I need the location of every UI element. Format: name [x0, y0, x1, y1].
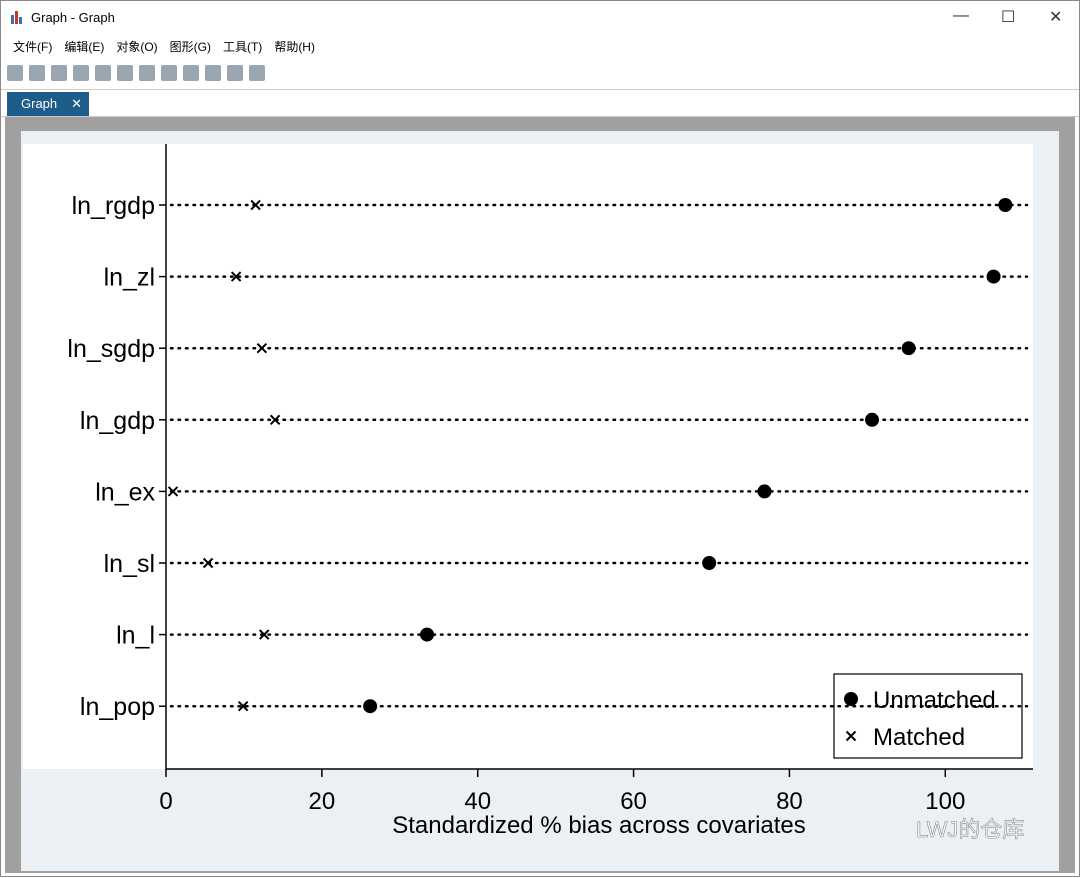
point [865, 412, 880, 427]
plot-region [23, 144, 1033, 769]
tab[interactable]: Graph ✕ [7, 92, 89, 116]
tab-label: Graph [21, 96, 58, 111]
point [986, 269, 1001, 284]
point [230, 271, 242, 282]
y-tick-label: ln_zl [104, 264, 155, 292]
point [998, 198, 1013, 212]
watermark: LWJ的仓库 [916, 817, 1024, 842]
maximize[interactable]: ☐ [1001, 9, 1016, 26]
tool[interactable] [205, 65, 221, 81]
legend-marker [845, 730, 857, 742]
y-tick-label: ln_ex [95, 478, 155, 506]
minimize[interactable]: — [953, 7, 969, 24]
tool[interactable] [29, 65, 45, 81]
close[interactable]: ✕ [1049, 9, 1063, 26]
legend-marker [844, 692, 858, 706]
y-tick-label: ln_rgdp [72, 192, 155, 220]
point [363, 699, 378, 714]
point [757, 484, 772, 499]
point [202, 557, 214, 569]
point [269, 414, 281, 426]
point [258, 629, 270, 640]
menu-item[interactable]: 文件(F) [13, 39, 53, 54]
x-axis-label: Standardized % bias across covariates [392, 812, 806, 839]
point [167, 486, 179, 497]
menu-item[interactable]: 对象(O) [116, 39, 158, 54]
legend-label: Matched [873, 724, 965, 751]
tool[interactable] [249, 65, 265, 81]
menu-item[interactable]: 帮助(H) [274, 39, 315, 54]
window-title: Graph - Graph [31, 9, 115, 25]
point [250, 199, 261, 211]
tool[interactable] [7, 65, 23, 81]
y-tick-label: ln_sgdp [67, 335, 155, 363]
tab-bar: Graph ✕ [1, 89, 1079, 117]
app-icon [11, 11, 22, 24]
menu-item[interactable]: 编辑(E) [64, 39, 105, 54]
menu-item[interactable]: 工具(T) [222, 39, 263, 54]
tool[interactable] [51, 65, 67, 81]
y-tick-label: ln_gdp [80, 407, 155, 435]
x-tick-label: 40 [464, 788, 491, 815]
title-bar: Graph - Graph — ☐ ✕ [1, 1, 1079, 33]
menu-bar: 文件(F) 编辑(E) 对象(O) 图形(G) 工具(T) 帮助(H) [1, 33, 1079, 59]
x-tick-label: 60 [620, 788, 647, 815]
point [420, 627, 435, 642]
x-tick-label: 100 [925, 788, 965, 815]
point [901, 341, 916, 356]
tool[interactable] [139, 65, 155, 81]
menu-item[interactable]: 图形(G) [169, 39, 211, 54]
point [237, 700, 249, 712]
tool[interactable] [183, 65, 199, 81]
y-tick-label: ln_l [116, 622, 155, 650]
toolbar [1, 59, 1079, 87]
legend [833, 673, 1023, 759]
tool[interactable] [117, 65, 133, 81]
point [702, 556, 717, 570]
x-tick-label: 0 [159, 788, 172, 815]
x-tick-label: 80 [776, 788, 803, 815]
x-tick-label: 20 [309, 788, 336, 815]
tool[interactable] [95, 65, 111, 81]
y-tick-label: ln_pop [80, 693, 155, 721]
point [256, 342, 268, 354]
tool[interactable] [227, 65, 243, 81]
legend-label: Unmatched [873, 687, 996, 714]
y-tick-label: ln_sl [104, 550, 155, 578]
tool[interactable] [73, 65, 89, 81]
tool[interactable] [161, 65, 177, 81]
